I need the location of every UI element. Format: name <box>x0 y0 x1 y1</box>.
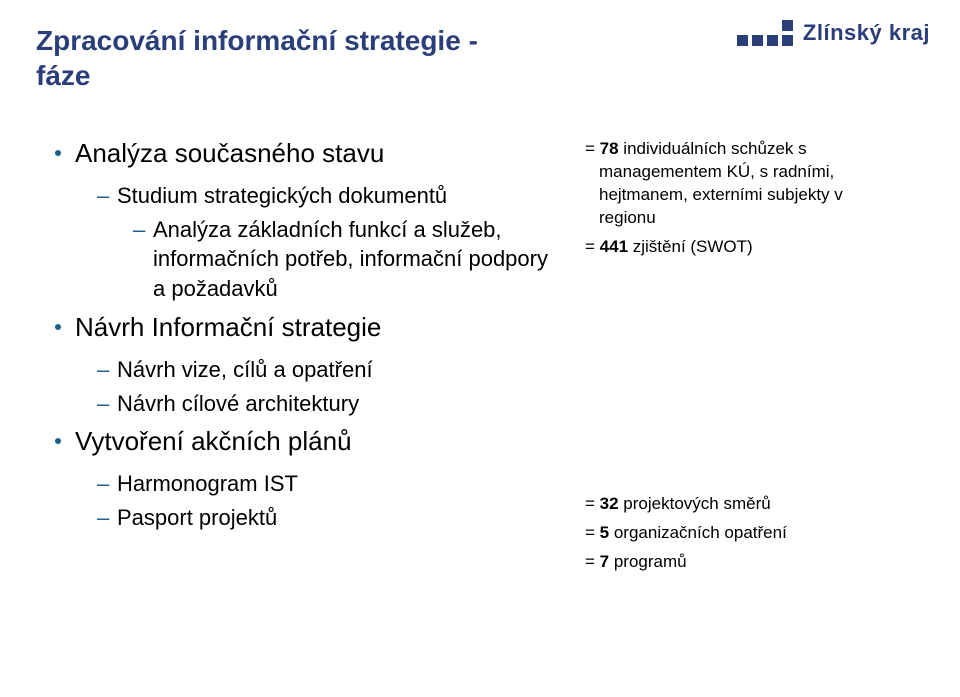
stat-text: programů <box>609 552 686 571</box>
title-bar: Zpracování informační strategie - fáze <box>0 15 560 105</box>
stat-text: organizačních opatření <box>609 523 787 542</box>
stat-prefix: = <box>585 139 600 158</box>
stat-text: individuálních schůzek s managementem KÚ… <box>599 139 843 227</box>
list-item: Pasport projektů <box>55 503 555 533</box>
stat-number: 78 <box>600 139 619 158</box>
stat-number: 441 <box>600 237 628 256</box>
stats-block-bottom: = 32 projektových směrů = 5 organizačníc… <box>585 493 885 574</box>
stat-number: 7 <box>600 552 609 571</box>
stat-prefix: = <box>585 237 600 256</box>
stat-item: = 7 programů <box>585 551 885 574</box>
logo: Zlínský kraj <box>737 20 930 46</box>
section-heading: Analýza současného stavu <box>55 136 555 171</box>
list-item: Harmonogram IST <box>55 469 555 499</box>
stat-item: = 5 organizačních opatření <box>585 522 885 545</box>
content-area: Analýza současného stavu Studium strateg… <box>55 130 905 580</box>
logo-icon <box>737 20 793 46</box>
logo-text: Zlínský kraj <box>803 20 930 46</box>
list-item: Návrh cílové architektury <box>55 389 555 419</box>
right-column: = 78 individuálních schůzek s management… <box>585 130 885 580</box>
stat-prefix: = <box>585 494 600 513</box>
stat-item: = 441 zjištění (SWOT) <box>585 236 885 259</box>
stat-item: = 78 individuálních schůzek s management… <box>585 138 885 230</box>
section-heading: Vytvoření akčních plánů <box>55 424 555 459</box>
stat-item: = 32 projektových směrů <box>585 493 885 516</box>
slide-title: Zpracování informační strategie - fáze <box>36 23 536 93</box>
stat-number: 32 <box>600 494 619 513</box>
stat-text: zjištění (SWOT) <box>628 237 753 256</box>
stat-prefix: = <box>585 523 600 542</box>
left-column: Analýza současného stavu Studium strateg… <box>55 130 555 580</box>
list-item: Návrh vize, cílů a opatření <box>55 355 555 385</box>
stats-block-top: = 78 individuálních schůzek s management… <box>585 138 885 259</box>
slide: Zpracování informační strategie - fáze Z… <box>0 0 960 697</box>
list-item: Analýza základních funkcí a služeb, info… <box>55 215 555 304</box>
section-heading: Návrh Informační strategie <box>55 310 555 345</box>
list-item: Studium strategických dokumentů <box>55 181 555 211</box>
stat-text: projektových směrů <box>619 494 771 513</box>
stat-number: 5 <box>600 523 609 542</box>
stat-prefix: = <box>585 552 600 571</box>
